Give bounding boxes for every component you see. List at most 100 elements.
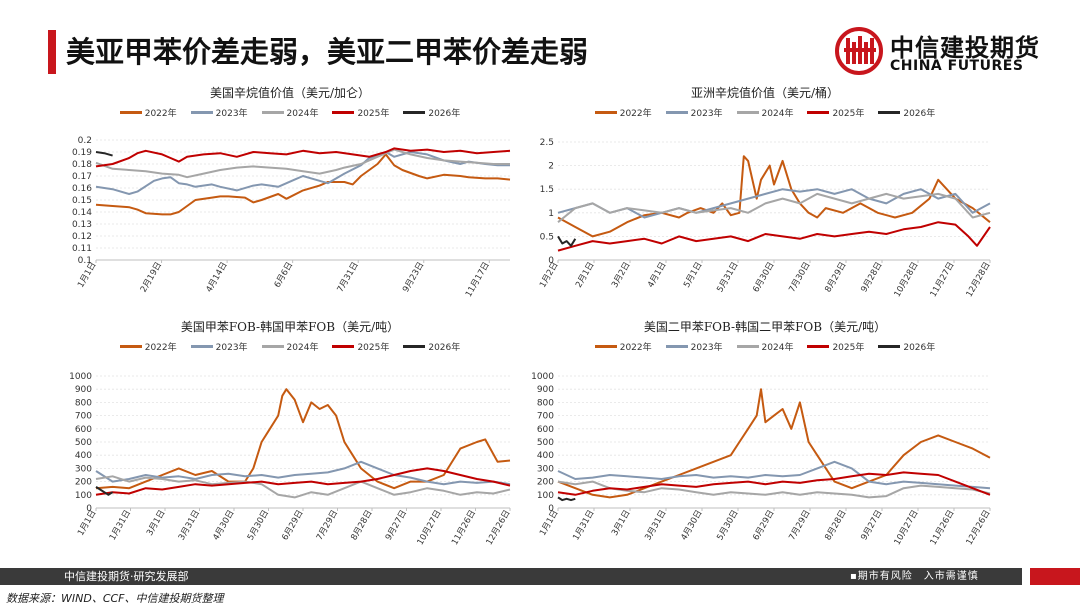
logo-chinese-text: 中信建投期货 [890,34,1040,62]
x-tick-label: 10月28日 [893,261,921,299]
legend-swatch [878,111,901,114]
chart-us-octane: 美国辛烷值价值（美元/加仑） 2022年 2023年 2024年 2025年 2026年… [60,84,520,316]
page-title: 美亚甲苯价差走弱，美亚二甲苯价差走弱 [66,35,589,69]
legend-item: 2024年 [736,340,793,353]
y-tick-label: 200 [75,478,92,488]
x-tick-label: 11月26日 [450,509,478,547]
legend-label: 2025年 [357,109,390,119]
y-tick-label: 800 [75,398,92,408]
y-tick-label: 600 [537,425,554,435]
x-tick-label: 7月30日 [787,261,812,295]
y-tick-label: 0 [548,504,554,514]
x-tick-label: 12月26日 [485,509,513,547]
x-tick-label: 1月2日 [538,261,561,290]
legend-swatch [736,345,759,348]
y-tick-label: 1 [548,209,554,219]
y-tick-label: 500 [75,438,92,448]
legend-label: 2022年 [619,343,652,353]
x-tick-label: 6月6日 [273,261,296,290]
y-tick-label: 500 [537,438,554,448]
legend-swatch [807,345,830,348]
series-line-2023 [95,151,510,195]
y-tick-label: 0.16 [72,184,92,194]
y-tick-label: 800 [537,398,554,408]
x-tick-label: 6月29日 [751,509,776,543]
legend-label: 2024年 [286,343,319,353]
legend-item: 2024年 [261,340,319,353]
x-tick-label: 11月27日 [929,261,957,299]
x-tick-label: 4月1日 [646,261,669,290]
x-tick-label: 8月29日 [823,261,848,295]
y-tick-label: 900 [537,385,554,395]
chart-legend: 2022年 2023年 2024年 2025年 2026年 [60,106,520,119]
series-line-2026 [95,151,113,157]
series-line-2024 [557,192,991,223]
legend-label: 2025年 [357,343,390,353]
legend-item: 2025年 [807,340,864,353]
legend-label: 2025年 [832,343,865,353]
legend-item: 2022年 [594,340,652,353]
series-line-2025 [557,471,991,496]
x-tick-label: 3月31日 [643,509,668,543]
legend-label: 2023年 [690,109,723,119]
legend-label: 2026年 [428,109,461,119]
y-tick-label: 900 [75,385,92,395]
x-tick-label: 2月1日 [574,261,597,290]
chart-plot: 0 0.5 1 1.5 2 2.5 1月2日 2月1日 3月2日 4月1日 5月1日 5月31日 6月3… [538,138,993,299]
legend-label: 2026年 [428,343,461,353]
x-tick-label: 6月30日 [751,261,776,295]
series-line-2025 [557,221,991,252]
legend-item: 2026年 [403,106,460,119]
x-tick-label: 3月1日 [145,509,168,538]
series-line-2023 [95,460,511,486]
chart-toluene-spread: 美国甲苯FOB-韩国甲苯FOB（美元/吨） 2022年 2023年 2024年 202… [60,318,520,563]
y-tick-label: 2.5 [540,138,554,148]
y-tick-label: 0.2 [78,136,92,146]
series-line-2026 [95,486,114,496]
chart-plot: 0 100 200 300 400 500 600 700 800 900 1000 1月1日 1月31… [531,372,993,547]
series-line-2025 [95,467,511,496]
x-tick-label: 9月23日 [401,261,426,295]
x-tick-label: 5月31日 [715,261,740,295]
x-tick-label: 5月1日 [682,261,705,290]
legend-swatch [665,111,688,114]
x-tick-label: 8月28日 [349,509,374,543]
legend-item: 2026年 [878,340,935,353]
footer-bar [0,568,1022,585]
y-tick-label: 400 [537,451,554,461]
y-tick-label: 1000 [531,372,554,382]
x-tick-label: 4月14日 [204,261,229,295]
title-accent-bar [48,30,56,74]
legend-swatch [403,345,426,348]
x-tick-label: 8月28日 [823,509,848,543]
y-tick-label: 700 [537,412,554,422]
legend-swatch [119,111,142,114]
y-tick-label: 400 [75,451,92,461]
legend-item: 2026年 [878,106,935,119]
legend-swatch [119,345,142,348]
legend-label: 2026年 [903,343,936,353]
chart-xylene-spread: 美国二甲苯FOB-韩国二甲苯FOB（美元/吨） 2022年 2023年 2024年 2… [530,318,1000,563]
legend-label: 2022年 [144,109,177,119]
legend-item: 2023年 [665,106,723,119]
legend-label: 2024年 [286,109,319,119]
legend-swatch [878,345,901,348]
company-logo: 中信建投期货 CHINA FUTURES [834,26,1039,78]
y-tick-label: 0.5 [540,232,554,242]
series-line-2026 [557,235,577,247]
x-tick-label: 9月28日 [859,261,884,295]
y-tick-label: 0.18 [72,160,92,170]
legend-swatch [594,111,617,114]
y-tick-label: 0.13 [72,220,92,230]
chart-asia-octane: 亚洲辛烷值价值（美元/桶） 2022年 2023年 2024年 2025年 2026年 … [530,84,1000,316]
legend-swatch [190,111,213,114]
y-tick-label: 600 [75,425,92,435]
y-tick-label: 100 [537,491,554,501]
legend-label: 2025年 [832,109,865,119]
legend-item: 2025年 [807,106,864,119]
x-tick-label: 1月31日 [108,509,133,543]
y-tick-label: 300 [537,464,554,474]
y-tick-label: 0.1 [78,256,92,266]
legend-item: 2023年 [190,106,248,119]
legend-label: 2023年 [215,109,248,119]
